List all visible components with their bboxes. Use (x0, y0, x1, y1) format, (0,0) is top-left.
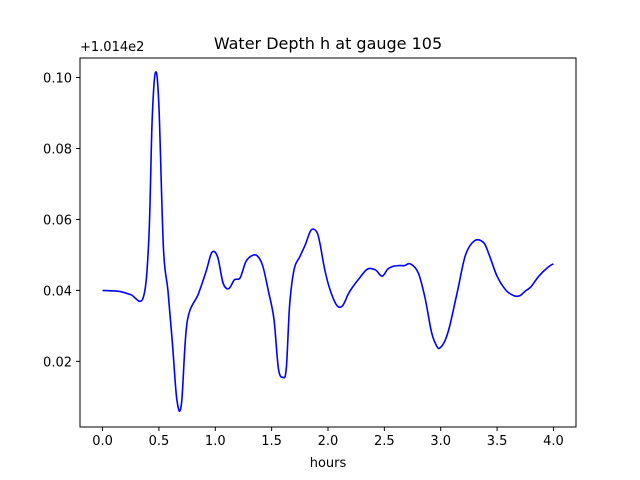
x-tick-label: 2.0 (318, 434, 339, 449)
x-tick-label: 3.0 (430, 434, 451, 449)
x-tick-label: 0.0 (92, 434, 113, 449)
x-tick-label: 3.5 (487, 434, 508, 449)
y-axis-ticks: 0.02 0.04 0.06 0.08 0.10 (43, 72, 80, 370)
x-tick-label: 2.5 (374, 434, 395, 449)
plot-frame (79, 57, 577, 428)
y-tick-label: 0.08 (43, 142, 72, 157)
chart-title: Water Depth h at gauge 105 (214, 34, 442, 53)
y-tick-label: 0.10 (43, 72, 72, 87)
depth-series-line (102, 70, 554, 412)
y-tick-label: 0.02 (43, 355, 72, 370)
x-axis-ticks: 0.0 0.5 1.0 1.5 2.0 2.5 3.0 3.5 4.0 (92, 427, 564, 449)
y-offset-label: +1.014e2 (80, 40, 144, 55)
y-tick-label: 0.04 (43, 284, 72, 299)
x-tick-label: 1.5 (261, 434, 282, 449)
x-tick-label: 4.0 (543, 434, 564, 449)
x-axis-label: hours (310, 456, 347, 471)
y-tick-label: 0.06 (43, 213, 72, 228)
x-tick-label: 0.5 (149, 434, 170, 449)
x-tick-label: 1.0 (205, 434, 226, 449)
